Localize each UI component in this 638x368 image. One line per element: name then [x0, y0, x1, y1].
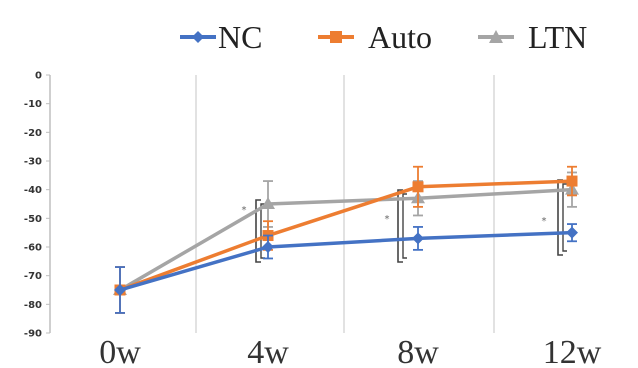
legend-item-nc: NC: [180, 19, 262, 55]
legend-marker: [192, 31, 204, 43]
legend-label: LTN: [528, 19, 587, 55]
data-point: [412, 181, 424, 193]
y-tick-label: -10: [24, 99, 42, 110]
y-tick-label: -60: [24, 243, 42, 254]
series-line: [119, 187, 573, 292]
y-tick-label: 0: [35, 71, 42, 82]
y-tick-label: -50: [24, 214, 42, 225]
significance-bracket: [397, 189, 403, 263]
data-point: [566, 226, 578, 239]
y-axis: 0 -10 -20 -30 -40 -50 -60 -70 -80 -90: [24, 71, 51, 340]
series-line: [119, 179, 573, 292]
series-auto: [114, 165, 578, 314]
x-axis: 0w 4w 8w 12w: [99, 334, 602, 368]
data-point: [114, 284, 126, 296]
significance-star: *: [242, 205, 247, 216]
legend-label: NC: [218, 19, 262, 55]
series-layer: [113, 165, 579, 314]
y-tick-label: -90: [24, 329, 42, 340]
legend-marker: [489, 30, 503, 43]
significance-bracket: [255, 199, 261, 263]
significance-star: *: [385, 214, 390, 225]
gridlines: [195, 75, 495, 333]
data-point: [261, 197, 275, 209]
legend-label: Auto: [368, 19, 432, 55]
y-tick-label: -40: [24, 185, 42, 196]
significance-bracket-inner: [562, 183, 567, 252]
data-point: [412, 232, 424, 245]
y-tick-label: -70: [24, 271, 42, 282]
y-tick-label: -80: [24, 300, 42, 311]
data-point: [566, 175, 578, 187]
x-tick-label: 12w: [543, 334, 602, 368]
series-line: [119, 230, 573, 292]
x-tick-label: 0w: [99, 334, 141, 368]
legend-item-ltn: LTN: [478, 19, 587, 55]
data-point: [262, 241, 274, 253]
significance-bracket-inner: [402, 193, 407, 259]
legend-marker: [330, 31, 342, 43]
series-nc: [114, 223, 578, 314]
y-tick-label: -30: [24, 157, 42, 168]
legend: NC Auto LTN: [180, 19, 587, 55]
x-tick-label: 4w: [247, 334, 289, 368]
y-tick-label: -20: [24, 128, 42, 139]
legend-item-auto: Auto: [318, 19, 432, 55]
x-tick-label: 8w: [397, 334, 439, 368]
significance-star: *: [542, 216, 547, 227]
